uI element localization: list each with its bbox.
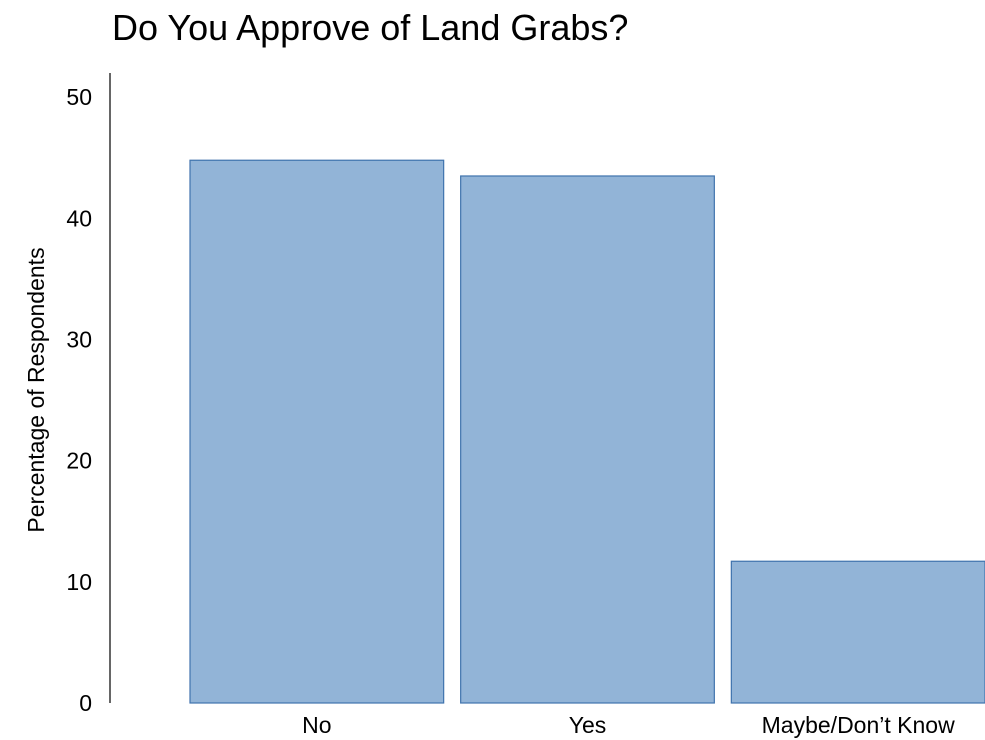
chart-title: Do You Approve of Land Grabs? [112,7,628,48]
x-tick-label: Maybe/Don’t Know [762,712,955,738]
y-tick-label: 50 [66,84,92,110]
bars [189,159,985,704]
bar-2 [730,560,985,704]
y-tick-label: 10 [66,569,92,595]
y-tick-label: 40 [66,205,92,231]
y-axis-ticks: 0 10 20 30 40 50 [66,84,92,716]
y-tick-label: 30 [66,327,92,353]
y-tick-label: 20 [66,448,92,474]
y-tick-label: 0 [79,690,92,716]
x-tick-label: No [302,712,331,738]
x-axis-ticks: No Yes Maybe/Don’t Know [302,712,955,738]
bar-1 [460,175,715,704]
bar-0 [189,159,445,704]
x-tick-label: Yes [569,712,607,738]
y-axis-label: Percentage of Respondents [23,247,49,532]
